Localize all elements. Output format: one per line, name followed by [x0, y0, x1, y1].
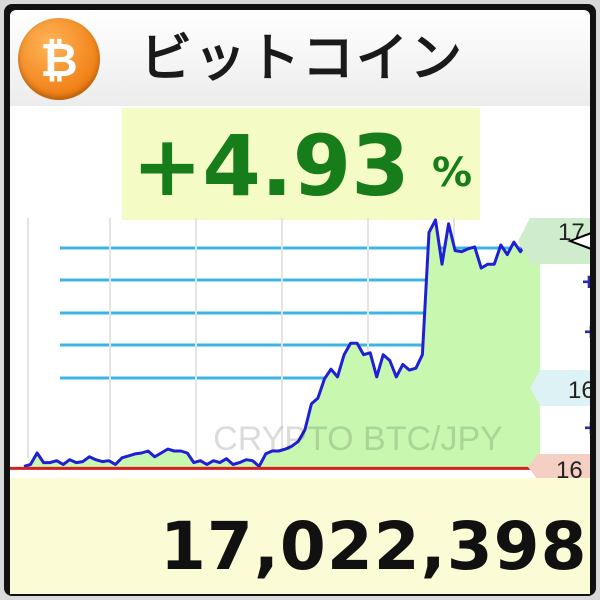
current-price: 17,022,398: [160, 508, 588, 585]
change-badge: +4.93 %: [122, 108, 480, 220]
side-label-mid: 16: [568, 377, 590, 404]
bitcoin-symbol: ₿: [40, 33, 78, 87]
side-plus-2: +: [584, 319, 590, 346]
side-plus-1: +: [582, 269, 590, 296]
change-percent-unit: %: [432, 150, 473, 196]
chart-area-fill: [24, 219, 540, 469]
widget-frame: ₿ ビットコイン +4.93 % CRYPTO BTC/JPY 17 + + 1…: [4, 4, 596, 596]
side-label-bottom: 16: [556, 457, 583, 478]
widget-content: +4.93 % CRYPTO BTC/JPY 17 + + 16 + 16 17…: [10, 106, 590, 594]
side-tab-bottom: [528, 454, 590, 478]
change-percent-value: +4.93: [132, 117, 410, 215]
side-plus-3: +: [584, 415, 590, 442]
price-line: [23, 218, 540, 468]
marker-arrow-icon: [567, 232, 590, 250]
widget-header: ₿ ビットコイン: [10, 10, 590, 106]
side-tab-top: [518, 218, 590, 264]
price-panel: 17,022,398: [10, 478, 590, 594]
side-tab-mid: [530, 370, 590, 406]
page-title: ビットコイン: [140, 29, 465, 89]
bitcoin-logo-icon: ₿: [18, 18, 100, 100]
price-chart: CRYPTO BTC/JPY 17 + + 16 + 16: [10, 218, 590, 478]
watermark-text: CRYPTO BTC/JPY: [213, 420, 503, 458]
